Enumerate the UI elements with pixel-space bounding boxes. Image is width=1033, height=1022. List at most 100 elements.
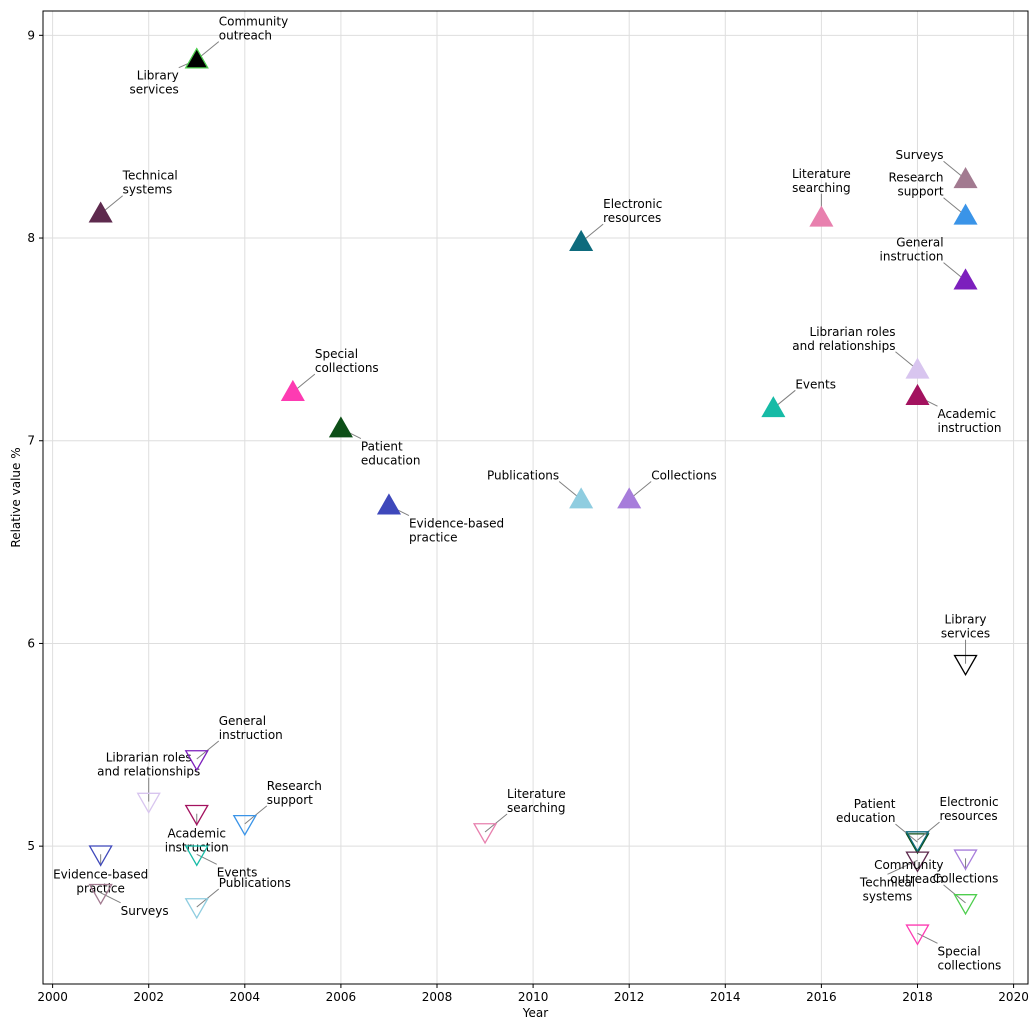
point-label-line: Special <box>315 347 358 361</box>
point-label-line: Collections <box>651 469 717 483</box>
point-label-line: instruction <box>165 841 229 855</box>
point-label-line: Patient <box>854 797 896 811</box>
point-label: Collections <box>651 469 717 483</box>
point-label-line: Research <box>888 171 943 185</box>
y-tick-label: 8 <box>27 231 35 245</box>
data-point-marker <box>905 831 930 853</box>
x-tick-label: 2002 <box>133 990 164 1004</box>
point-label-line: Collections <box>933 871 999 885</box>
data-point-marker <box>905 851 930 873</box>
point-label: Electronic resources <box>939 795 998 823</box>
leader-line <box>917 932 938 944</box>
point-label-line: Surveys <box>121 904 169 918</box>
point-label-line: Electronic <box>603 197 662 211</box>
y-axis-title: Relative value % <box>9 447 23 547</box>
point-label-line: practice <box>76 881 125 895</box>
point-label-line: Events <box>217 865 258 879</box>
point-label-line: practice <box>409 531 458 545</box>
point-label: Library services <box>130 69 179 97</box>
x-tick-label: 2006 <box>326 990 357 1004</box>
point-label: Library services <box>941 613 990 641</box>
data-point-marker <box>184 750 209 772</box>
point-label-line: resources <box>939 809 997 823</box>
data-point-marker <box>232 814 257 837</box>
data-point-marker <box>88 845 113 867</box>
data-point-marker <box>953 849 978 871</box>
data-point-marker <box>569 487 594 509</box>
point-label-line: education <box>361 454 421 468</box>
point-label-line: systems <box>863 889 913 903</box>
y-tick-label: 5 <box>27 839 35 853</box>
data-point-marker <box>184 47 209 69</box>
point-label-line: outreach <box>219 29 272 43</box>
point-label: Patient education <box>361 440 421 468</box>
point-label: Special collections <box>937 944 1001 972</box>
point-label-line: and relationships <box>792 339 895 353</box>
data-point-marker <box>88 883 113 906</box>
point-label-line: Academic <box>167 827 226 841</box>
leader-line <box>196 888 220 908</box>
data-point-marker <box>905 357 930 379</box>
point-label: Technical systems <box>859 875 915 903</box>
point-label: Patient education <box>836 797 896 825</box>
point-label: Academic instruction <box>937 407 1001 435</box>
point-label-line: Research <box>267 779 322 793</box>
point-label-line: Literature <box>507 787 566 801</box>
point-label: Librarian roles and relationships <box>97 751 200 779</box>
point-label-line: Publications <box>487 469 559 483</box>
point-label-line: Evidence-based <box>409 517 504 531</box>
x-axis-title: Year <box>522 1006 548 1020</box>
point-label-line: services <box>130 83 179 97</box>
point-label: Special collections <box>315 347 379 375</box>
leader-line <box>196 740 220 760</box>
data-point-marker <box>184 898 209 920</box>
data-point-marker <box>953 268 978 290</box>
point-label-line: Evidence-based <box>53 867 148 881</box>
leader-line <box>100 892 121 904</box>
point-label: Publications <box>219 876 291 890</box>
point-label: Evidence-based practice <box>409 517 504 545</box>
point-label: Literature searching <box>507 787 566 815</box>
point-label: Research support <box>267 779 322 807</box>
data-point-marker <box>280 379 305 401</box>
point-label: Events <box>217 865 258 879</box>
point-label-line: collections <box>937 958 1001 972</box>
point-label-line: Literature <box>792 167 851 181</box>
point-label-line: support <box>267 793 313 807</box>
point-label: Community outreach <box>874 858 943 886</box>
point-label-line: support <box>897 185 943 199</box>
point-label-line: instruction <box>937 421 1001 435</box>
point-label-line: education <box>836 811 896 825</box>
point-label: General instruction <box>880 236 944 264</box>
x-tick-label: 2008 <box>422 990 453 1004</box>
x-tick-label: 2014 <box>710 990 741 1004</box>
x-tick-label: 2020 <box>998 990 1029 1004</box>
point-label-line: Library <box>137 69 179 83</box>
point-label: Electronic resources <box>603 197 662 225</box>
point-label-line: Special <box>937 944 980 958</box>
data-point-marker <box>328 416 353 438</box>
y-tick-label: 6 <box>27 636 35 650</box>
leader-line <box>244 805 268 825</box>
point-label-line: systems <box>123 183 173 197</box>
x-tick-label: 2018 <box>902 990 933 1004</box>
point-label-line: and relationships <box>97 765 200 779</box>
point-label-line: Electronic <box>939 795 998 809</box>
point-label-line: outreach <box>890 872 943 886</box>
point-label-line: Academic <box>937 407 996 421</box>
data-point-marker <box>953 894 978 916</box>
point-label-line: services <box>941 627 990 641</box>
point-label-line: Events <box>795 377 836 391</box>
point-label: Collections <box>933 871 999 885</box>
data-point-marker <box>184 845 209 867</box>
point-label: Surveys <box>121 904 169 918</box>
x-tick-label: 2016 <box>806 990 837 1004</box>
point-label: Librarian roles and relationships <box>792 325 895 353</box>
leader-line <box>196 853 217 865</box>
y-tick-label: 7 <box>27 434 35 448</box>
data-point-marker <box>953 654 978 677</box>
point-label: Literature searching <box>792 167 851 195</box>
leader-line <box>917 821 940 841</box>
point-label: Community outreach <box>219 15 288 43</box>
leader-line <box>943 884 966 904</box>
